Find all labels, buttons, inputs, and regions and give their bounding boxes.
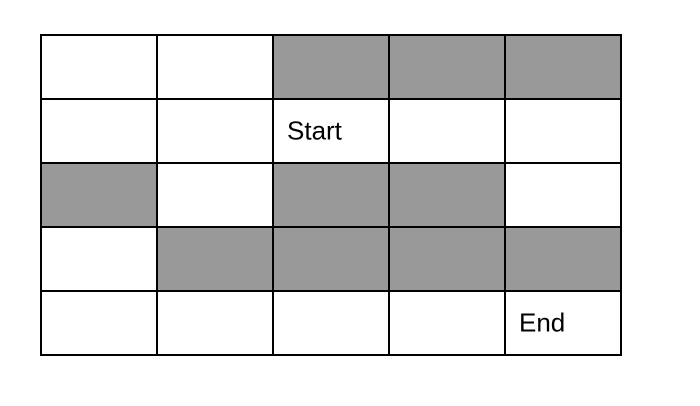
cell-r4-c2 [158,228,274,292]
cell-r5-c2 [158,292,274,356]
cell-r1-c5 [506,36,622,100]
cell-r4-c5 [506,228,622,292]
cell-r5-c4 [390,292,506,356]
cell-r1-c4 [390,36,506,100]
cell-r4-c3 [274,228,390,292]
start-label: Start [287,115,342,146]
cell-r3-c1 [42,164,158,228]
cell-r3-c2 [158,164,274,228]
start-cell: Start [274,100,390,164]
cell-r1-c1 [42,36,158,100]
cell-r1-c3 [274,36,390,100]
end-label: End [519,307,566,338]
end-cell: End [506,292,622,356]
cell-r4-c4 [390,228,506,292]
cell-r3-c3 [274,164,390,228]
cell-r3-c5 [506,164,622,228]
cell-r3-c4 [390,164,506,228]
cell-r2-c2 [158,100,274,164]
maze-grid: Start End [40,34,622,356]
cell-r2-c5 [506,100,622,164]
cell-r1-c2 [158,36,274,100]
cell-r2-c1 [42,100,158,164]
cell-r2-c4 [390,100,506,164]
cell-r5-c1 [42,292,158,356]
cell-r5-c3 [274,292,390,356]
cell-r4-c1 [42,228,158,292]
